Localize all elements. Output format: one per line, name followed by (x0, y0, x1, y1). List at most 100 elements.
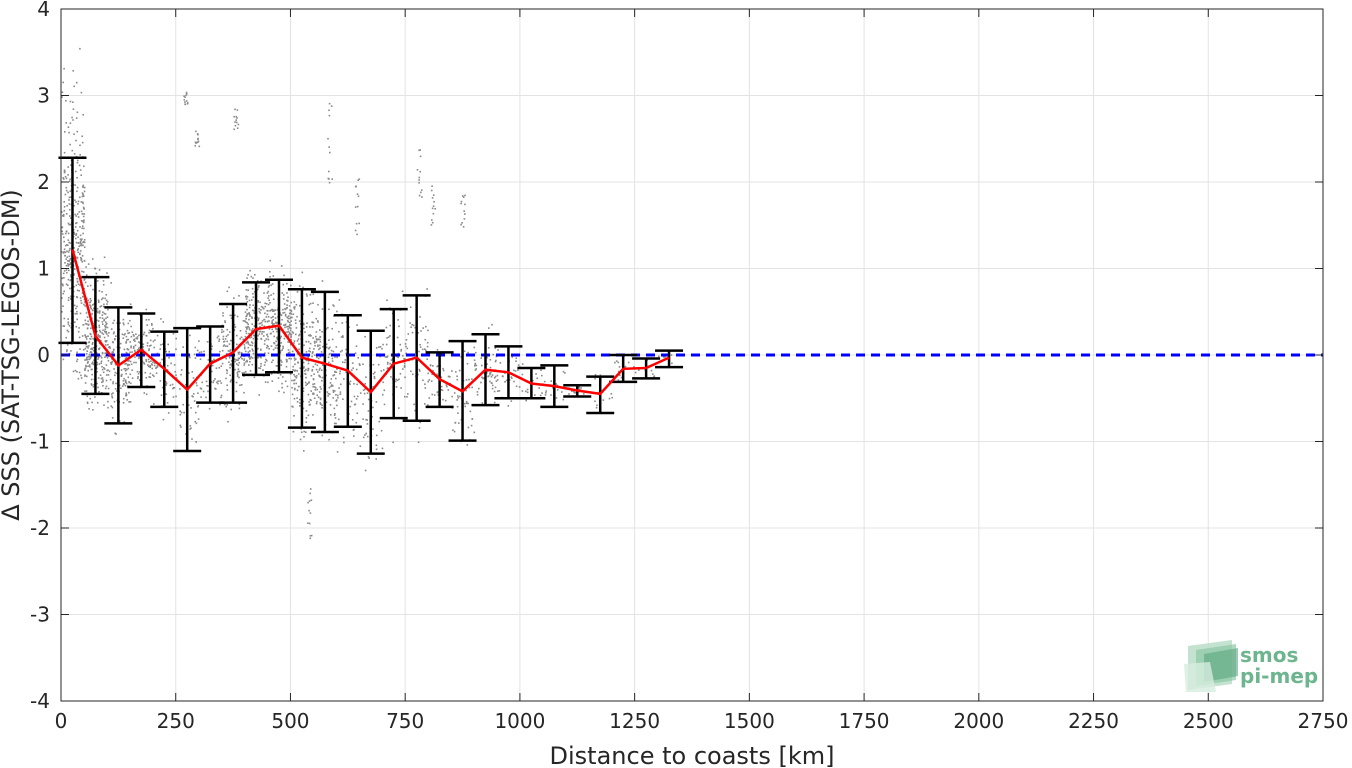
scatter-point (310, 374, 313, 377)
scatter-point (172, 333, 175, 335)
scatter-point (112, 332, 115, 335)
scatter-point (253, 291, 256, 293)
scatter-point (229, 364, 231, 366)
scatter-point (205, 396, 207, 399)
scatter-point (98, 300, 100, 303)
scatter-point (338, 299, 341, 301)
scatter-point (131, 331, 134, 333)
scatter-point (486, 356, 488, 359)
scatter-point (315, 368, 318, 371)
scatter-point (258, 322, 261, 325)
scatter-point (421, 196, 423, 198)
scatter-point (515, 360, 517, 362)
scatter-point (273, 310, 275, 312)
scatter-point (79, 226, 81, 228)
scatter-point (91, 362, 93, 365)
scatter-point (149, 376, 152, 378)
scatter-point (460, 202, 462, 205)
scatter-point (65, 100, 67, 102)
scatter-point (96, 308, 99, 310)
scatter-point (106, 322, 108, 325)
scatter-point (311, 369, 314, 371)
scatter-point (468, 386, 471, 389)
scatter-point (321, 308, 324, 310)
scatter-point (126, 368, 128, 371)
scatter-point (74, 312, 77, 315)
scatter-point (409, 322, 411, 324)
scatter-point (427, 372, 429, 375)
scatter-point (211, 360, 214, 362)
scatter-point (263, 325, 266, 328)
scatter-point (241, 358, 243, 360)
scatter-point (474, 365, 476, 367)
scatter-point (78, 336, 81, 339)
scatter-point (249, 350, 251, 352)
scatter-point (165, 350, 167, 353)
scatter-point (251, 363, 254, 366)
scatter-point (79, 297, 82, 299)
scatter-point (305, 410, 308, 412)
scatter-point (526, 391, 529, 394)
scatter-point (272, 330, 275, 333)
scatter-point (152, 327, 154, 330)
scatter-point (90, 351, 92, 353)
scatter-point (431, 393, 434, 396)
scatter-point (539, 394, 542, 397)
scatter-point (273, 323, 275, 325)
scatter-point (431, 219, 433, 221)
scatter-point (92, 361, 94, 363)
scatter-point (364, 335, 366, 338)
scatter-point (272, 292, 275, 295)
scatter-point (257, 288, 259, 290)
scatter-point (113, 348, 115, 351)
scatter-point (418, 179, 420, 181)
scatter-point (504, 381, 506, 383)
scatter-point (294, 369, 297, 372)
scatter-point (285, 307, 288, 309)
scatter-point (319, 367, 321, 370)
scatter-point (229, 314, 232, 317)
scatter-point (76, 313, 78, 315)
scatter-point (356, 205, 359, 208)
scatter-point (290, 335, 292, 337)
scatter-point (67, 166, 69, 168)
scatter-point (293, 397, 296, 400)
scatter-point (70, 350, 72, 352)
scatter-point (332, 374, 334, 377)
scatter-point (79, 240, 82, 243)
scatter-point (84, 281, 87, 284)
scatter-point (143, 392, 146, 394)
scatter-point (436, 349, 439, 351)
scatter-point (429, 364, 432, 367)
scatter-point (150, 344, 152, 347)
scatter-point (259, 312, 261, 314)
logo-text-smos: smos (1240, 643, 1298, 667)
scatter-point (274, 317, 277, 319)
scatter-point (82, 194, 85, 196)
y-tick-label: 2 (37, 170, 50, 194)
scatter-point (231, 314, 233, 317)
scatter-point (86, 375, 88, 378)
scatter-point (425, 349, 427, 352)
scatter-point (465, 400, 468, 403)
scatter-point (372, 428, 374, 430)
scatter-point (65, 336, 67, 339)
scatter-point (292, 365, 294, 368)
scatter-point (286, 331, 289, 333)
scatter-point (202, 390, 205, 393)
scatter-point (145, 360, 148, 363)
scatter-point (356, 233, 358, 236)
scatter-point (99, 374, 102, 377)
scatter-point (418, 182, 420, 184)
scatter-point (79, 242, 82, 244)
scatter-point (88, 358, 91, 361)
scatter-point (112, 381, 114, 383)
scatter-point (83, 303, 85, 306)
scatter-point (143, 362, 145, 364)
scatter-point (550, 394, 552, 396)
scatter-point (335, 400, 337, 402)
scatter-point (307, 367, 309, 370)
scatter-point (85, 390, 88, 392)
scatter-point (92, 385, 95, 388)
scatter-point (286, 385, 289, 388)
